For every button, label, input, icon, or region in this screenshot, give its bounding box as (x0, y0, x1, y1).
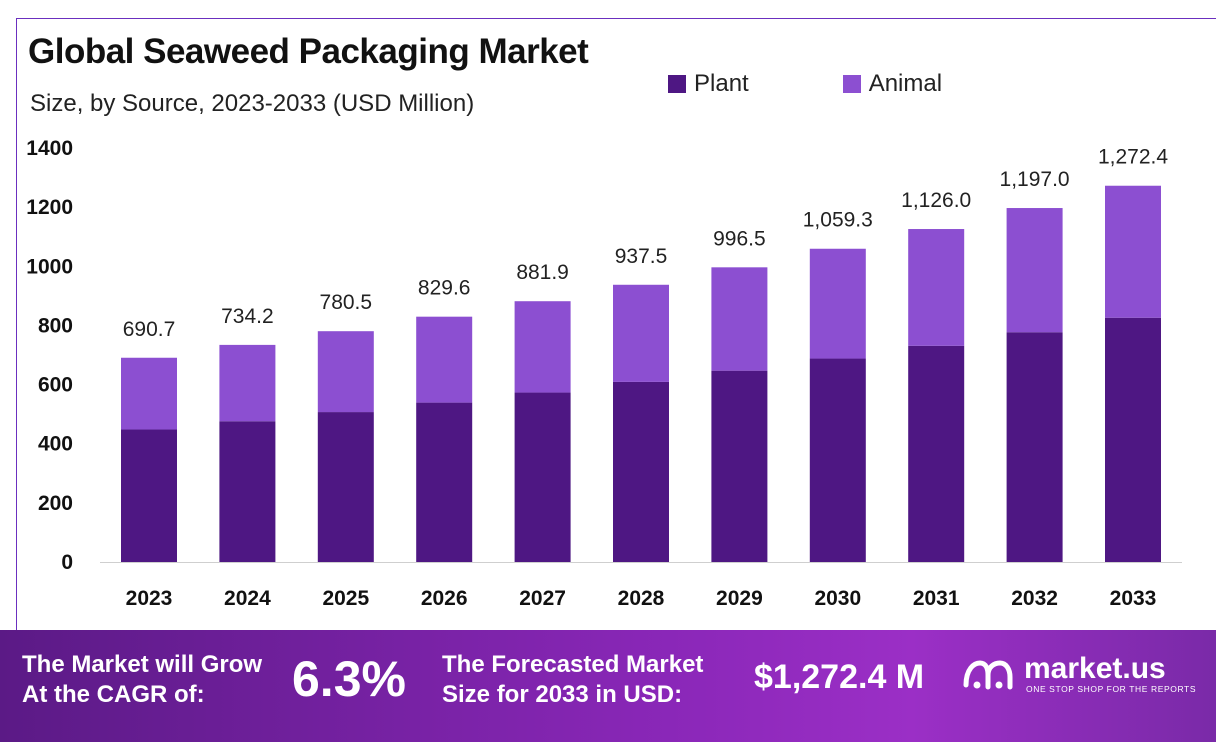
chart-subtitle: Size, by Source, 2023-2033 (USD Million) (30, 90, 475, 117)
total-label-2024: 734.2 (221, 305, 274, 328)
forecast-label-line2: Size for 2033 in USD: (442, 681, 683, 708)
bar-plant-2029 (711, 370, 768, 562)
bar-animal-2030 (809, 248, 866, 359)
total-label-2025: 780.5 (320, 291, 373, 314)
stacked-bar-chart: 0 200 400 600 800 1000 1200 1400 690.7 2023 734.2 2… (26, 137, 1182, 610)
bar-plant-2028 (613, 381, 669, 562)
bar-animal-2033 (1105, 185, 1161, 318)
bar-plant-2023 (121, 429, 177, 562)
y-tick-label: 1200 (26, 196, 73, 219)
x-tick-label-2024: 2024 (224, 587, 271, 610)
legend-swatch-plant (668, 75, 686, 93)
total-label-2030: 1,059.3 (803, 209, 873, 232)
bar-animal-2029 (711, 267, 768, 371)
y-tick-label: 1400 (26, 137, 73, 160)
x-tick-label-2026: 2026 (421, 587, 468, 610)
bar-animal-2027 (514, 301, 571, 393)
bar-animal-2024 (219, 344, 276, 422)
forecast-label-line1: The Forecasted Market (442, 651, 704, 678)
bar-animal-2023 (121, 357, 177, 430)
bar-animal-2032 (1006, 208, 1063, 333)
bar-plant-2033 (1105, 317, 1161, 562)
bar-plant-2030 (809, 358, 866, 562)
y-tick-label: 600 (38, 374, 73, 397)
bar-animal-2028 (613, 284, 669, 382)
total-label-2023: 690.7 (123, 318, 176, 341)
bar-animal-2025 (317, 331, 374, 413)
market-us-logo-icon (963, 660, 1013, 690)
bar-animal-2031 (908, 229, 965, 346)
x-tick-label-2028: 2028 (618, 587, 665, 610)
total-label-2031: 1,126.0 (901, 189, 971, 212)
y-tick-label: 0 (61, 551, 73, 574)
total-label-2026: 829.6 (418, 277, 471, 300)
total-label-2027: 881.9 (516, 261, 569, 284)
legend-label-plant: Plant (694, 70, 749, 97)
bar-animal-2026 (416, 316, 473, 403)
total-label-2033: 1,272.4 (1098, 146, 1168, 169)
chart-title: Global Seaweed Packaging Market (28, 32, 589, 71)
legend-swatch-animal (842, 75, 861, 93)
y-tick-label: 200 (38, 492, 73, 515)
brand-tagline: ONE STOP SHOP FOR THE REPORTS (1026, 684, 1197, 694)
cagr-label: The Market will Grow At the CAGR of: (22, 650, 262, 710)
bar-plant-2027 (514, 392, 571, 562)
x-tick-label-2029: 2029 (716, 587, 763, 610)
legend-item-plant: Plant (668, 70, 749, 98)
x-tick-label-2033: 2033 (1110, 587, 1157, 610)
x-tick-label-2025: 2025 (322, 587, 369, 610)
y-tick-label: 1000 (26, 255, 73, 278)
cagr-value: 6.3% (292, 651, 406, 707)
summary-banner (0, 630, 1216, 742)
y-tick-label: 800 (38, 314, 73, 337)
bar-plant-2026 (416, 402, 473, 562)
bar-plant-2025 (317, 412, 374, 562)
legend-item-animal: Animal (842, 70, 943, 98)
legend-label-animal: Animal (868, 70, 943, 97)
forecast-value: $1,272.4 M (754, 658, 925, 696)
x-tick-label-2023: 2023 (126, 587, 173, 610)
bar-plant-2024 (219, 421, 276, 562)
cagr-label-line1: The Market will Grow (22, 651, 263, 678)
y-tick-label: 400 (38, 433, 73, 456)
x-tick-label-2031: 2031 (913, 587, 960, 610)
cagr-label-line2: At the CAGR of: (22, 681, 205, 708)
legend: Plant Animal (668, 70, 1036, 98)
x-tick-label-2027: 2027 (519, 587, 566, 610)
total-label-2028: 937.5 (615, 245, 668, 268)
bar-plant-2031 (908, 345, 965, 562)
total-label-2029: 996.5 (713, 227, 766, 250)
total-label-2032: 1,197.0 (1000, 168, 1070, 191)
forecast-label: The Forecasted Market Size for 2033 in U… (442, 650, 703, 710)
brand-name: market.us (1024, 652, 1166, 685)
x-tick-label-2032: 2032 (1011, 587, 1058, 610)
bar-plant-2032 (1006, 332, 1063, 562)
x-tick-label-2030: 2030 (814, 587, 861, 610)
